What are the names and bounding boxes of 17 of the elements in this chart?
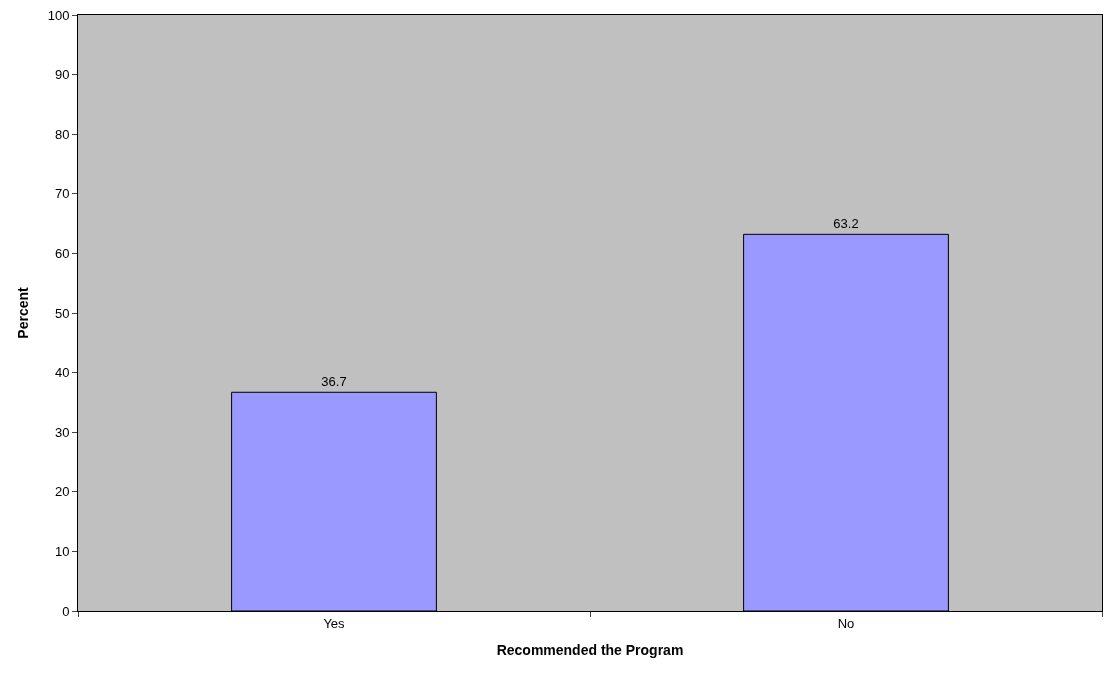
y-tick-label: 40 bbox=[54, 365, 70, 381]
y-axis-title: Percent bbox=[15, 286, 32, 339]
y-tick-label: 70 bbox=[54, 186, 70, 202]
y-tick-label: 20 bbox=[54, 484, 70, 500]
y-tick-label: 0 bbox=[62, 603, 70, 619]
y-tick-label: 10 bbox=[54, 543, 70, 559]
y-tick-label: 100 bbox=[47, 7, 70, 23]
x-tick-label: Yes bbox=[323, 615, 346, 631]
y-tick-label: 30 bbox=[54, 424, 70, 440]
y-tick-label: 80 bbox=[54, 126, 70, 142]
x-axis-title: Recommended the Program bbox=[496, 641, 684, 658]
y-tick-label: 50 bbox=[54, 305, 70, 321]
data-label: 36.7 bbox=[321, 374, 347, 390]
data-label: 63.2 bbox=[833, 216, 859, 232]
x-tick-label: No bbox=[837, 615, 855, 631]
y-tick-label: 90 bbox=[54, 67, 70, 83]
y-tick-label: 60 bbox=[54, 245, 70, 261]
